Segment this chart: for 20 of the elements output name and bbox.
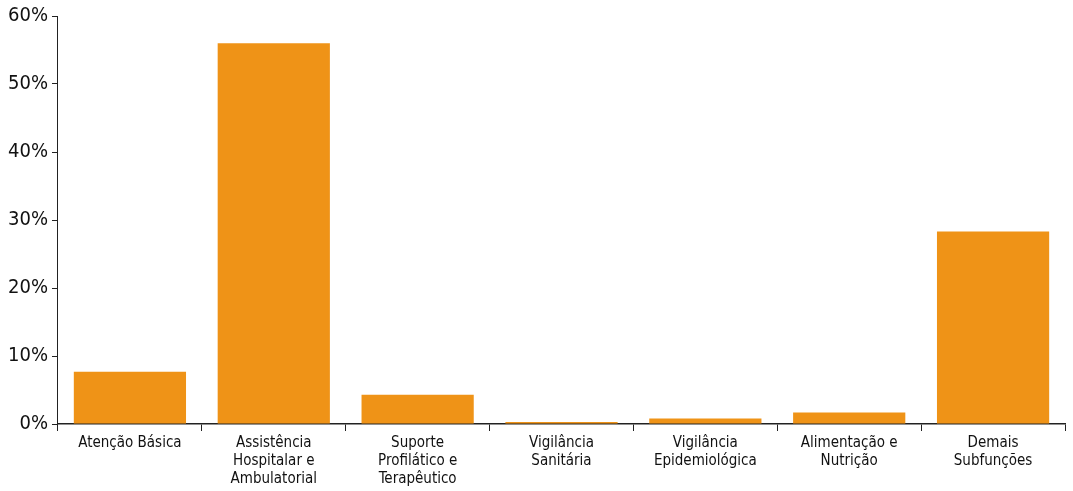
bar: [793, 412, 906, 424]
x-tick-label: Vigilância Epidemiológica: [653, 432, 757, 469]
y-tick-label: 10%: [7, 342, 48, 367]
bar: [649, 418, 762, 424]
y-tick-label: 50%: [7, 70, 48, 95]
bar: [936, 231, 1050, 424]
x-tick-label: Demais Subfunções: [953, 432, 1033, 469]
x-tick-label: Suporte Profilático e Terapêutico: [377, 432, 458, 487]
bar: [361, 394, 474, 424]
y-tick-label: 60%: [7, 2, 48, 27]
y-tick-label: 30%: [7, 206, 48, 231]
y-tick-label: 40%: [7, 138, 48, 163]
x-tick-label: Vigilância Sanitária: [529, 432, 594, 469]
y-tick-label: 0%: [19, 410, 48, 435]
x-tick-label: Alimentação e Nutrição: [800, 432, 898, 469]
y-tick-label: 20%: [7, 274, 48, 299]
x-tick-label: Assistência Hospitalar e Ambulatorial: [230, 432, 317, 487]
bar: [217, 43, 330, 424]
bar: [73, 371, 187, 424]
x-tick-label: Atenção Básica: [78, 432, 182, 451]
